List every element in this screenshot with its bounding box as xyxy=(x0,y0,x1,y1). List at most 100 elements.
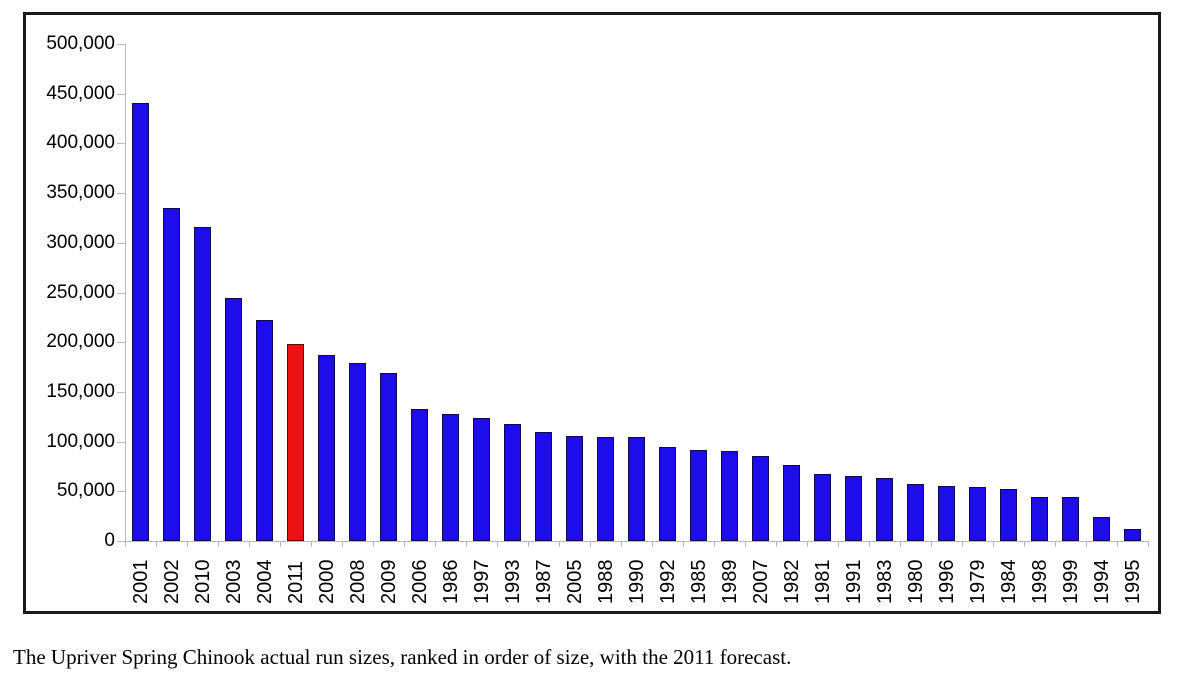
y-axis-tick-label: 450,000 xyxy=(46,82,115,104)
bar-1994 xyxy=(1093,517,1110,541)
y-axis-tick xyxy=(117,491,125,493)
bar-2002 xyxy=(163,208,180,541)
x-axis-tick xyxy=(652,541,653,547)
y-axis-tick-label: 500,000 xyxy=(46,33,115,54)
x-axis-label-2001: 2001 xyxy=(129,559,152,605)
bar-2004 xyxy=(256,320,273,541)
x-axis-tick xyxy=(962,541,963,547)
y-axis-tick xyxy=(117,541,125,542)
bar-1989 xyxy=(721,451,738,541)
bar-2006 xyxy=(411,409,428,541)
bar-1985 xyxy=(690,450,707,541)
x-axis-tick xyxy=(745,541,746,547)
x-axis-label-1988: 1988 xyxy=(594,559,617,605)
bar-1981 xyxy=(814,474,831,541)
y-axis-tick-label: 100,000 xyxy=(46,430,115,452)
x-axis-tick xyxy=(1117,541,1118,547)
bar-1988 xyxy=(597,437,614,541)
bar-1983 xyxy=(876,478,893,541)
y-axis-tick xyxy=(117,193,125,195)
x-axis-label-2010: 2010 xyxy=(191,559,214,605)
x-axis-tick xyxy=(590,541,591,547)
x-axis-label-1991: 1991 xyxy=(842,559,865,605)
x-axis-tick xyxy=(311,541,312,547)
x-axis-label-2003: 2003 xyxy=(222,559,245,605)
x-axis-label-1990: 1990 xyxy=(625,559,648,605)
x-axis-label-2000: 2000 xyxy=(315,559,338,605)
x-axis-label-1986: 1986 xyxy=(439,559,462,605)
bar-1979 xyxy=(969,487,986,541)
x-axis-label-2002: 2002 xyxy=(160,559,183,605)
x-axis-label-2006: 2006 xyxy=(408,559,431,605)
bar-1991 xyxy=(845,476,862,541)
x-axis-label-1992: 1992 xyxy=(656,559,679,605)
bar-1993 xyxy=(504,424,521,541)
bar-2008 xyxy=(349,363,366,541)
y-axis-tick-label: 0 xyxy=(104,530,115,551)
x-axis-label-1985: 1985 xyxy=(687,559,710,605)
x-axis-label-1984: 1984 xyxy=(997,559,1020,605)
y-axis-tick xyxy=(117,242,125,244)
y-axis-line xyxy=(125,44,126,541)
x-axis-tick xyxy=(125,541,126,547)
x-axis-tick xyxy=(714,541,715,547)
bar-1982 xyxy=(783,465,800,541)
y-axis-tick-label: 350,000 xyxy=(46,182,115,204)
y-axis-tick xyxy=(117,391,125,393)
bar-2009 xyxy=(380,373,397,541)
bar-2005 xyxy=(566,436,583,541)
x-axis-tick xyxy=(900,541,901,547)
x-axis-tick xyxy=(1148,541,1149,547)
x-axis-label-2005: 2005 xyxy=(563,559,586,605)
plot-area: 500,000 450,000 400,000 350,000 300,000 250,0… xyxy=(26,15,1158,611)
x-axis-tick xyxy=(559,541,560,547)
y-axis-tick-label: 300,000 xyxy=(46,231,115,253)
chart-frame: 500,000 450,000 400,000 350,000 300,000 250,0… xyxy=(23,12,1161,614)
x-axis-label-1987: 1987 xyxy=(532,559,555,605)
bar-2000 xyxy=(318,355,335,541)
x-axis-tick xyxy=(249,541,250,547)
y-axis-tick xyxy=(117,143,125,145)
x-axis-label-1981: 1981 xyxy=(811,559,834,605)
x-axis-tick xyxy=(869,541,870,547)
y-axis-tick-label: 150,000 xyxy=(46,380,115,402)
bar-1999 xyxy=(1062,497,1079,541)
x-axis-label-1994: 1994 xyxy=(1090,559,1113,605)
x-axis-label-1998: 1998 xyxy=(1028,559,1051,605)
x-axis-tick xyxy=(931,541,932,547)
y-axis-tick xyxy=(117,44,125,45)
bar-1995 xyxy=(1124,529,1141,541)
x-axis-tick xyxy=(280,541,281,547)
x-axis-label-1996: 1996 xyxy=(935,559,958,605)
x-axis-tick xyxy=(838,541,839,547)
bar-1986 xyxy=(442,414,459,541)
y-axis-tick-label: 50,000 xyxy=(56,480,115,502)
x-axis-tick xyxy=(404,541,405,547)
x-axis-label-2004: 2004 xyxy=(253,559,276,605)
x-axis-tick xyxy=(993,541,994,547)
x-axis-label-1993: 1993 xyxy=(501,559,524,605)
bar-1997 xyxy=(473,418,490,541)
bar-1992 xyxy=(659,447,676,541)
x-axis-tick xyxy=(683,541,684,547)
x-axis-label-1983: 1983 xyxy=(873,559,896,605)
x-axis-tick xyxy=(1024,541,1025,547)
x-axis-label-1999: 1999 xyxy=(1059,559,1082,605)
y-axis-tick-label: 200,000 xyxy=(46,331,115,353)
x-axis-label-1989: 1989 xyxy=(718,559,741,605)
x-axis-tick xyxy=(497,541,498,547)
y-axis-tick-label: 250,000 xyxy=(46,281,115,303)
chart-caption: The Upriver Spring Chinook actual run si… xyxy=(13,645,792,669)
y-axis-tick xyxy=(117,441,125,443)
bar-2001 xyxy=(132,103,149,541)
x-axis-tick xyxy=(156,541,157,547)
x-axis-label-1979: 1979 xyxy=(966,559,989,605)
x-axis-label-1982: 1982 xyxy=(780,559,803,605)
x-axis-label-1980: 1980 xyxy=(904,559,927,605)
x-axis-label-2008: 2008 xyxy=(346,559,369,605)
x-axis-label-2007: 2007 xyxy=(749,559,772,605)
bar-2011 xyxy=(287,344,304,541)
x-axis-tick xyxy=(373,541,374,547)
x-axis-tick xyxy=(466,541,467,547)
x-axis-tick xyxy=(342,541,343,547)
